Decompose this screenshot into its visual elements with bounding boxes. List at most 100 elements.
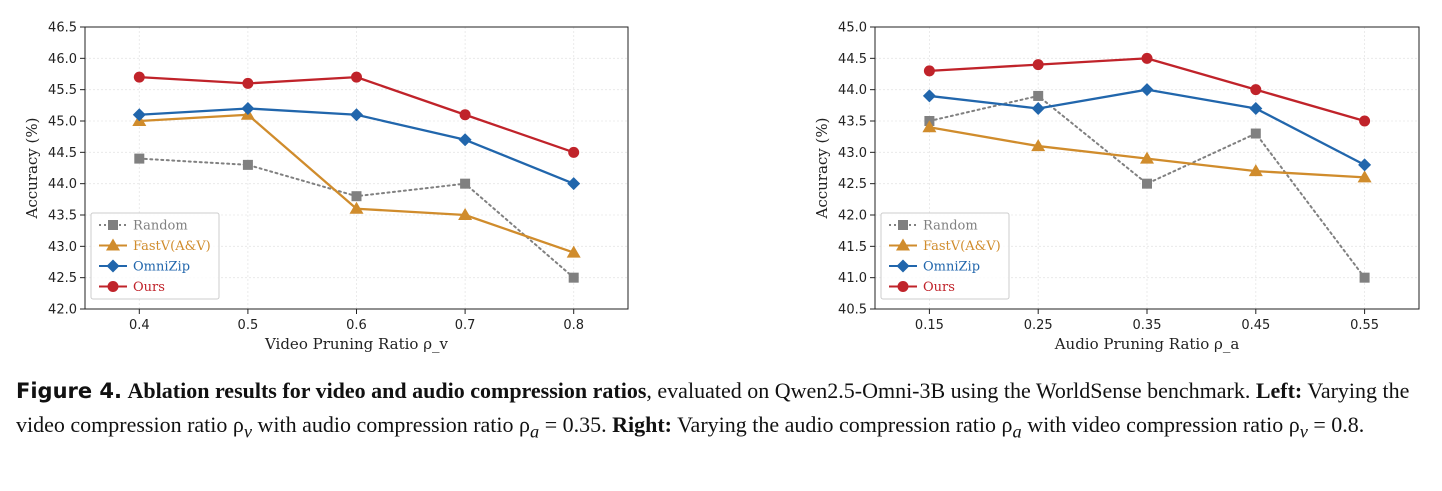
data-point — [1359, 272, 1370, 283]
series-fastv-a-v- — [922, 120, 1372, 183]
right-chart-audio-pruning: 40.5 41.0 41.5 42.0 42.5 43.0 43.5 44.0 44.5 45.0… — [813, 21, 1420, 353]
caption-figure-label: Figure 4. — [16, 379, 123, 403]
data-point — [134, 153, 145, 164]
legend-marker — [896, 259, 910, 273]
caption-text-7: = 0.8. — [1307, 412, 1365, 437]
legend-label: Random — [133, 219, 188, 234]
legend-label: Random — [923, 219, 978, 234]
y-tick-label: 43.0 — [838, 146, 867, 161]
data-point — [1031, 139, 1046, 152]
data-point — [350, 108, 363, 122]
caption-text-3: with audio compression ratio ρ — [252, 412, 531, 437]
data-point — [1140, 151, 1154, 164]
x-axis-label: Audio Pruning Ratio ρ_a — [1054, 335, 1240, 353]
series-omnizip — [922, 83, 1372, 172]
data-point — [132, 108, 146, 122]
caption-title: Ablation results for video and audio com… — [127, 378, 647, 403]
y-tick-label: 44.0 — [48, 177, 77, 192]
legend-marker — [106, 238, 120, 251]
y-axis-label: Accuracy (%) — [813, 117, 831, 219]
data-point — [1249, 101, 1263, 115]
legend: Random FastV(A&V) OmniZip Ours — [880, 212, 1010, 300]
data-point — [922, 89, 936, 103]
data-point — [923, 65, 935, 77]
left-chart-video-pruning: 42.0 42.5 43.0 43.5 44.0 44.5 45.0 45.5 46.0 46.5… — [23, 21, 629, 353]
x-tick-label: 0.25 — [1024, 318, 1053, 333]
plot-frame — [84, 26, 629, 310]
x-tick-label: 0.7 — [455, 318, 476, 333]
data-point — [1359, 115, 1371, 127]
data-point — [1033, 90, 1044, 101]
legend-label: Ours — [133, 280, 165, 295]
data-point — [922, 120, 937, 133]
data-point — [458, 133, 472, 147]
y-tick-label: 46.0 — [48, 52, 77, 67]
y-tick-label: 40.5 — [838, 303, 867, 318]
y-tick-label: 42.0 — [838, 209, 867, 224]
x-axis-label: Video Pruning Ratio ρ_v — [264, 335, 449, 353]
data-point — [460, 178, 471, 189]
caption-right-label: Right: — [612, 412, 672, 437]
data-point — [351, 191, 362, 202]
legend-marker — [106, 259, 120, 273]
data-point — [1358, 158, 1372, 172]
caption-left-label: Left: — [1255, 378, 1303, 403]
y-tick-label: 42.5 — [838, 177, 867, 192]
y-tick-label: 41.5 — [838, 240, 867, 255]
caption-sub-v2: v — [1299, 421, 1308, 442]
caption-text-2: Varying the video compression ratio ρ — [16, 378, 1410, 437]
data-point — [242, 77, 254, 89]
data-point — [1250, 84, 1262, 96]
data-point — [458, 208, 473, 220]
legend-label: FastV(A&V) — [133, 239, 211, 254]
y-tick-label: 42.5 — [48, 271, 77, 286]
data-point — [351, 71, 362, 83]
legend-label: OmniZip — [923, 260, 980, 275]
data-point — [459, 109, 471, 121]
x-tick-label: 0.6 — [346, 318, 367, 333]
caption-text-1: , evaluated on Qwen2.5-Omni-3B using the… — [646, 378, 1256, 403]
data-point — [1031, 101, 1045, 115]
plot-frame — [874, 26, 1420, 310]
data-point — [1140, 83, 1154, 97]
data-point — [1357, 170, 1372, 183]
y-tick-label: 44.5 — [838, 52, 867, 67]
data-point — [1250, 128, 1261, 139]
y-tick-label: 43.5 — [838, 115, 867, 130]
data-point — [133, 71, 145, 83]
series-omnizip — [132, 101, 581, 191]
legend-marker — [898, 220, 908, 230]
y-tick-label: 42.0 — [48, 303, 77, 318]
y-axis-label: Accuracy (%) — [23, 117, 41, 219]
figure: 42.0 42.5 43.0 43.5 44.0 44.5 45.0 45.5 46.0 46.5… — [23, 21, 1420, 353]
legend-marker — [108, 220, 118, 230]
legend-marker — [896, 238, 910, 251]
legend-marker — [107, 281, 119, 292]
data-point — [1248, 164, 1263, 177]
y-tick-label: 45.5 — [48, 83, 77, 98]
x-tick-label: 0.35 — [1133, 318, 1162, 333]
data-point — [349, 201, 364, 214]
series-ours — [923, 52, 1371, 127]
x-tick-label: 0.8 — [563, 318, 584, 333]
y-tick-label: 41.0 — [838, 271, 867, 286]
data-point — [242, 159, 253, 170]
y-tick-label: 45.0 — [838, 21, 867, 36]
caption-sub-v: v — [243, 421, 253, 442]
data-point — [1142, 178, 1152, 189]
caption-sub-a2: a — [1012, 421, 1022, 442]
y-tick-label: 45.0 — [48, 115, 77, 130]
data-point — [241, 101, 255, 115]
caption-sub-a: a — [530, 421, 540, 442]
x-tick-label: 0.4 — [129, 318, 150, 333]
x-tick-label: 0.15 — [915, 318, 944, 333]
series-ours — [133, 71, 580, 158]
legend-box — [880, 212, 1010, 300]
legend-label: OmniZip — [133, 260, 190, 275]
figure-caption: Figure 4. Ablation results for video and… — [16, 374, 1426, 448]
legend: Random FastV(A&V) OmniZip Ours — [90, 212, 220, 300]
y-tick-label: 43.0 — [48, 240, 77, 255]
data-point — [1141, 52, 1153, 64]
x-tick-label: 0.5 — [238, 318, 259, 333]
y-tick-label: 43.5 — [48, 209, 77, 224]
